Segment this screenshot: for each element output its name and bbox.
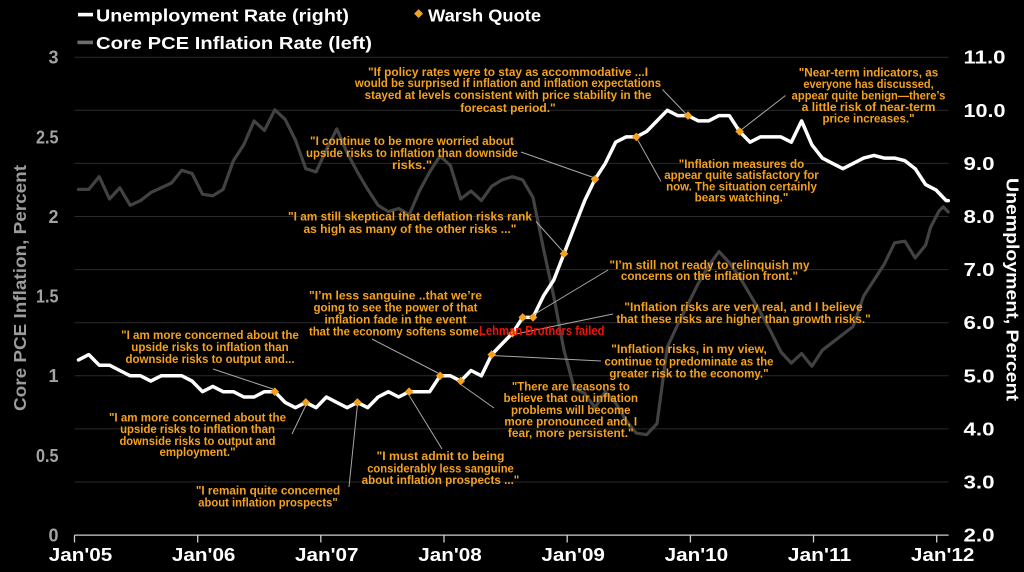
svg-text:Core PCE Inflation Rate (left): Core PCE Inflation Rate (left) <box>96 33 372 53</box>
svg-text:employment.": employment." <box>160 446 236 459</box>
svg-text:"I’m less sanguine ..that we’r: "I’m less sanguine ..that we’re <box>309 290 483 303</box>
svg-text:going to see the power of that: going to see the power of that <box>314 302 478 315</box>
svg-text:appear quite benign—there’s: appear quite benign—there’s <box>792 89 946 102</box>
svg-text:believe that our inflation: believe that our inflation <box>504 392 639 405</box>
svg-text:"I remain quite concerned: "I remain quite concerned <box>196 484 340 497</box>
svg-text:Jan'10: Jan'10 <box>665 545 729 565</box>
svg-text:Unemployment Rate (right): Unemployment Rate (right) <box>96 5 349 25</box>
svg-text:greater risk to the economy.": greater risk to the economy." <box>609 367 768 380</box>
svg-text:5.0: 5.0 <box>964 365 995 386</box>
svg-text:6.0: 6.0 <box>964 312 995 333</box>
svg-text:upside risks to inflation than: upside risks to inflation than downside <box>306 147 519 160</box>
svg-text:"There are reasons to: "There are reasons to <box>512 380 630 393</box>
svg-text:1: 1 <box>49 366 59 386</box>
svg-text:risks.": risks." <box>392 159 432 172</box>
svg-text:now. The situation certainly: now. The situation certainly <box>666 181 817 194</box>
svg-text:11.0: 11.0 <box>964 47 1006 68</box>
svg-text:2.5: 2.5 <box>36 127 59 147</box>
svg-text:fear, more persistent.": fear, more persistent." <box>508 427 634 440</box>
svg-text:Warsh Quote: Warsh Quote <box>428 5 541 25</box>
svg-text:about inflation prospects ...": about inflation prospects ..." <box>362 474 520 487</box>
svg-text:8.0: 8.0 <box>964 206 995 227</box>
svg-text:"I am more concerned about the: "I am more concerned about the <box>109 411 287 424</box>
svg-text:"I am more concerned about the: "I am more concerned about the <box>121 329 299 342</box>
svg-text:Unemployment, Percent: Unemployment, Percent <box>1003 178 1023 401</box>
svg-text:"I’m still not ready to relinq: "I’m still not ready to relinquish my <box>609 259 810 272</box>
svg-text:upside risks to inflation than: upside risks to inflation than <box>131 341 288 354</box>
svg-text:2.0: 2.0 <box>964 525 995 546</box>
svg-text:bears watching.": bears watching." <box>695 191 789 204</box>
svg-text:"I must admit to being: "I must admit to being <box>377 450 505 463</box>
svg-text:Jan'09: Jan'09 <box>541 545 605 565</box>
svg-text:more pronounced and, I: more pronounced and, I <box>504 415 637 428</box>
svg-text:as high as many of the other r: as high as many of the other risks ..." <box>304 223 517 236</box>
svg-text:3.0: 3.0 <box>964 472 995 493</box>
svg-text:that these risks are higher th: that these risks are higher than growth … <box>616 313 870 326</box>
svg-text:Jan'12: Jan'12 <box>911 545 975 565</box>
svg-text:"Inflation risks, in my view,: "Inflation risks, in my view, <box>611 343 767 356</box>
svg-text:downside risks to output and..: downside risks to output and... <box>125 353 294 366</box>
svg-text:"Near-term indicators, as: "Near-term indicators, as <box>799 66 939 79</box>
svg-text:10.0: 10.0 <box>964 100 1006 121</box>
svg-text:1.5: 1.5 <box>36 287 59 307</box>
svg-text:3: 3 <box>49 48 59 68</box>
svg-text:Jan'05: Jan'05 <box>49 545 113 565</box>
svg-text:stayed at levels consistent wi: stayed at levels consistent with price s… <box>365 89 652 102</box>
svg-text:downside risks to output and: downside risks to output and <box>119 435 275 448</box>
svg-text:"I continue to be more worried: "I continue to be more worried about <box>310 135 514 148</box>
svg-text:"Inflation measures do: "Inflation measures do <box>679 158 805 171</box>
svg-text:Jan'11: Jan'11 <box>788 545 852 565</box>
svg-text:would be surprised if inflatio: would be surprised if inflation and infl… <box>354 77 661 90</box>
svg-text:4.0: 4.0 <box>964 418 995 439</box>
svg-text:that the economy softens some.: that the economy softens some. <box>309 326 482 339</box>
svg-text:7.0: 7.0 <box>964 259 995 280</box>
svg-text:about inflation prospects": about inflation prospects" <box>198 497 338 510</box>
svg-text:"I am still skeptical that def: "I am still skeptical that deflation ris… <box>288 211 533 224</box>
svg-text:inflation fade in the event: inflation fade in the event <box>325 314 467 327</box>
svg-text:2: 2 <box>49 207 59 227</box>
svg-text:0: 0 <box>49 526 59 546</box>
svg-text:Jan'07: Jan'07 <box>295 545 359 565</box>
svg-text:"If policy rates were to stay: "If policy rates were to stay as accommo… <box>368 66 648 79</box>
svg-text:considerably less sanguine: considerably less sanguine <box>367 462 514 475</box>
svg-text:Jan'06: Jan'06 <box>172 545 236 565</box>
svg-text:Core PCE Inflation, Percent: Core PCE Inflation, Percent <box>10 165 30 411</box>
svg-text:problems will become: problems will become <box>511 404 631 417</box>
svg-text:"Inflation risks are very real: "Inflation risks are very real, and I be… <box>624 301 863 314</box>
svg-text:9.0: 9.0 <box>964 153 995 174</box>
svg-text:appear quite satisfactory for: appear quite satisfactory for <box>664 169 819 182</box>
svg-text:Jan'08: Jan'08 <box>418 545 482 565</box>
svg-text:price increases.": price increases." <box>822 113 914 126</box>
svg-text:a little risk of near-term: a little risk of near-term <box>802 101 936 114</box>
svg-text:Lehman Brothers failed: Lehman Brothers failed <box>479 323 605 338</box>
svg-text:continue to predominate as the: continue to predominate as the <box>605 356 775 369</box>
svg-text:forecast period.": forecast period." <box>460 102 555 115</box>
svg-text:everyone has discussed,: everyone has discussed, <box>803 78 933 91</box>
svg-text:concerns on the inflation fron: concerns on the inflation front." <box>621 270 798 283</box>
svg-text:0.5: 0.5 <box>36 446 59 466</box>
svg-text:upside risks to inflation than: upside risks to inflation than <box>120 423 275 436</box>
